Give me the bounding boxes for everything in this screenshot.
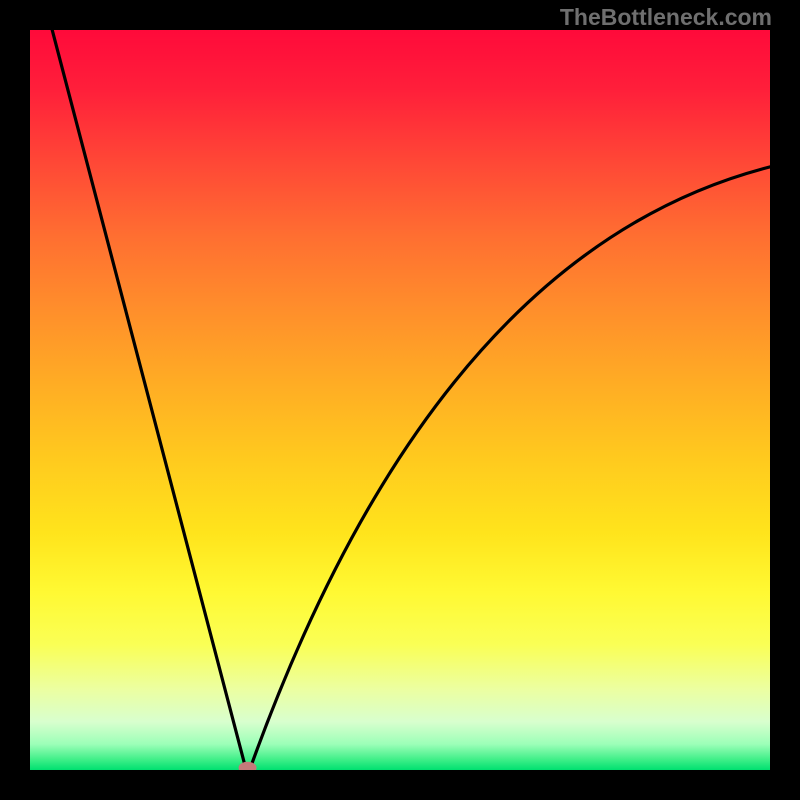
vertex-marker xyxy=(239,762,257,774)
plot-background xyxy=(30,30,770,770)
chart-container: TheBottleneck.com xyxy=(0,0,800,800)
chart-svg xyxy=(0,0,800,800)
watermark-text: TheBottleneck.com xyxy=(560,4,772,31)
